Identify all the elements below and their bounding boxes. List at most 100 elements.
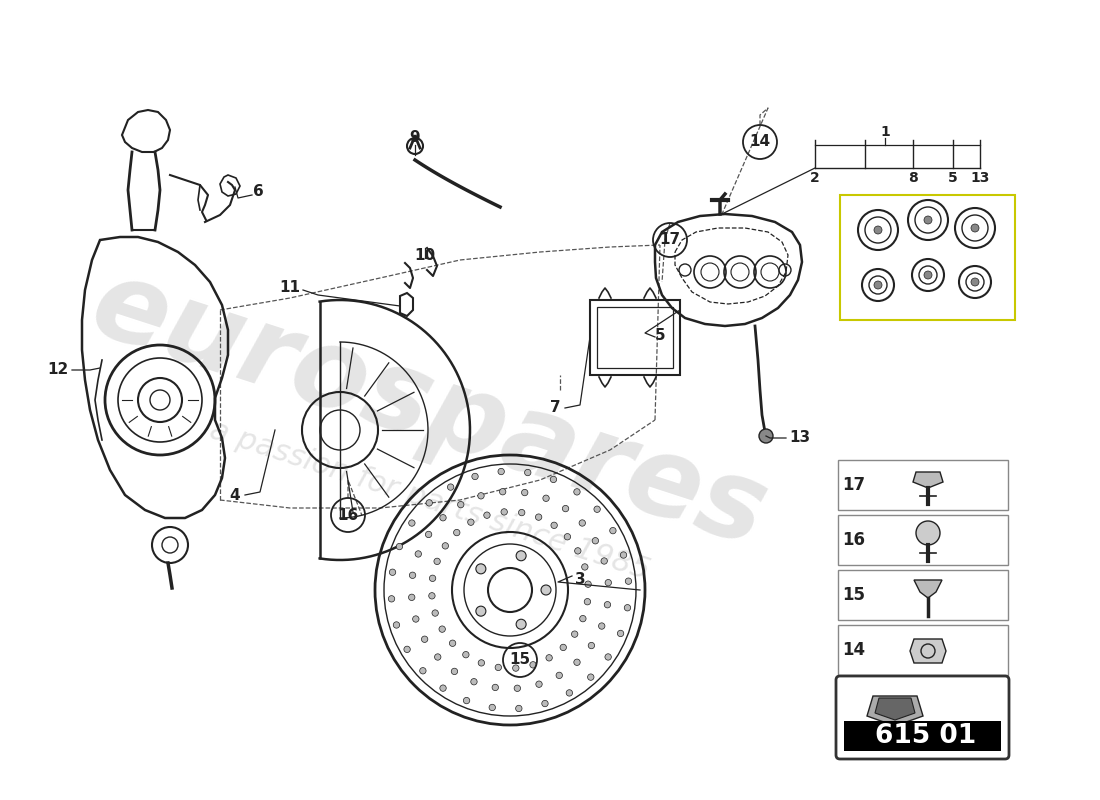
Text: 4: 4 (230, 487, 240, 502)
Circle shape (542, 700, 548, 706)
Text: 17: 17 (843, 476, 866, 494)
Circle shape (492, 684, 498, 690)
Circle shape (471, 678, 477, 685)
Circle shape (604, 602, 611, 608)
Circle shape (409, 520, 415, 526)
Text: 1: 1 (880, 125, 890, 139)
FancyBboxPatch shape (836, 676, 1009, 759)
Circle shape (404, 646, 410, 653)
Circle shape (432, 610, 439, 616)
Circle shape (412, 616, 419, 622)
Circle shape (451, 668, 458, 674)
Text: 16: 16 (843, 531, 866, 549)
Circle shape (429, 593, 436, 599)
Circle shape (551, 522, 558, 529)
Circle shape (490, 704, 495, 710)
Text: 13: 13 (790, 430, 811, 446)
Circle shape (620, 552, 627, 558)
Circle shape (625, 578, 631, 584)
Circle shape (924, 216, 932, 224)
Circle shape (472, 474, 478, 480)
Circle shape (498, 468, 505, 474)
Circle shape (458, 502, 464, 508)
Circle shape (415, 550, 421, 557)
Circle shape (550, 476, 557, 482)
Circle shape (420, 667, 426, 674)
Circle shape (426, 500, 432, 506)
Circle shape (574, 548, 581, 554)
Circle shape (500, 509, 507, 515)
Polygon shape (913, 472, 943, 488)
Circle shape (450, 640, 455, 646)
Circle shape (408, 594, 415, 601)
Circle shape (598, 623, 605, 630)
Circle shape (536, 514, 542, 520)
Circle shape (525, 470, 531, 476)
Circle shape (513, 665, 519, 671)
Circle shape (409, 572, 416, 578)
Text: 12: 12 (47, 362, 68, 378)
Circle shape (560, 644, 566, 650)
Text: 8: 8 (909, 171, 917, 185)
Text: 15: 15 (843, 586, 866, 604)
Circle shape (463, 698, 470, 704)
Circle shape (484, 512, 491, 518)
Circle shape (426, 531, 432, 538)
Circle shape (874, 226, 882, 234)
Circle shape (874, 281, 882, 289)
Text: 15: 15 (509, 653, 530, 667)
Circle shape (562, 506, 569, 512)
Text: 14: 14 (749, 134, 771, 150)
Text: 615 01: 615 01 (876, 723, 977, 749)
Circle shape (546, 654, 552, 661)
Circle shape (971, 278, 979, 286)
Circle shape (434, 654, 441, 660)
Text: 14: 14 (843, 641, 866, 659)
Bar (840, 195, 1015, 320)
Circle shape (440, 514, 447, 521)
Circle shape (388, 596, 395, 602)
Circle shape (530, 662, 536, 668)
Circle shape (580, 615, 586, 622)
Text: 5: 5 (948, 171, 958, 185)
Circle shape (476, 564, 486, 574)
Circle shape (463, 651, 469, 658)
Circle shape (564, 534, 571, 540)
Circle shape (625, 605, 630, 611)
Circle shape (516, 706, 522, 712)
Circle shape (521, 490, 528, 496)
Text: 17: 17 (659, 233, 681, 247)
Circle shape (389, 569, 396, 575)
Text: 9: 9 (409, 130, 420, 146)
Text: a passion for parts since 1985: a passion for parts since 1985 (207, 415, 653, 585)
Circle shape (433, 558, 440, 565)
Circle shape (440, 685, 447, 691)
Text: 10: 10 (415, 247, 436, 262)
Circle shape (605, 654, 612, 660)
Bar (597, 307, 673, 368)
Circle shape (592, 538, 598, 544)
Circle shape (574, 489, 580, 495)
Circle shape (579, 520, 585, 526)
Bar (590, 300, 680, 375)
Circle shape (594, 506, 601, 513)
Bar (838, 460, 1008, 510)
Text: 16: 16 (338, 507, 359, 522)
Circle shape (574, 659, 580, 666)
Text: 6: 6 (253, 185, 263, 199)
Circle shape (518, 510, 525, 516)
Circle shape (536, 681, 542, 687)
Polygon shape (867, 696, 923, 726)
Circle shape (468, 519, 474, 526)
Circle shape (516, 550, 526, 561)
Text: eurospares: eurospares (79, 250, 781, 570)
Bar (844, 721, 1001, 751)
Circle shape (453, 530, 460, 536)
Polygon shape (874, 698, 915, 720)
Circle shape (617, 630, 624, 637)
Text: 3: 3 (574, 573, 585, 587)
Circle shape (585, 581, 592, 587)
Circle shape (442, 542, 449, 549)
Circle shape (394, 622, 399, 628)
Circle shape (499, 489, 506, 495)
